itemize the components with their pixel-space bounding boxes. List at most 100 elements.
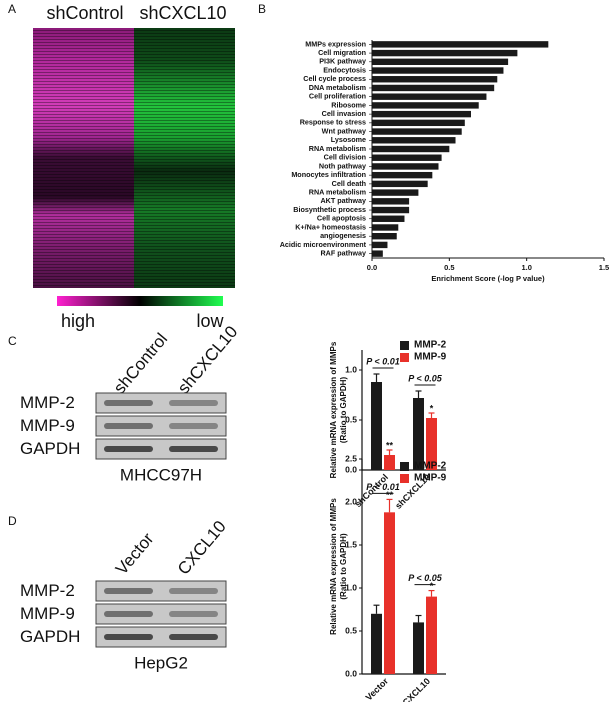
category-label: RNA metabolism <box>309 188 366 197</box>
bar <box>372 224 399 231</box>
bar <box>371 382 382 470</box>
y-tick-label: 1.5 <box>345 539 357 549</box>
bar <box>372 241 388 249</box>
category-label: MMPs expression <box>305 39 366 48</box>
bar <box>372 206 410 214</box>
bar <box>372 180 428 188</box>
bracket-label: P < 0.01 <box>366 356 399 366</box>
bar <box>372 67 504 74</box>
y-tick-label: 0.0 <box>345 668 357 678</box>
lane-label: CXCL10 <box>174 517 230 578</box>
heatmap <box>33 28 235 306</box>
category-label: Biosynthetic process <box>293 205 366 214</box>
category-label: Endocytosis <box>323 65 366 74</box>
lane-label: shCXCL10 <box>174 322 241 397</box>
bar <box>372 76 498 83</box>
row-label: MMP-9 <box>20 416 75 435</box>
blot-band <box>104 400 153 406</box>
category-label: K+/Na+ homeostasis <box>295 222 366 231</box>
bar <box>372 49 518 57</box>
panel-label: D <box>8 514 17 528</box>
category-label: Cell migration <box>318 48 366 57</box>
category-label: PI3K pathway <box>319 57 366 66</box>
blot-band <box>169 400 218 406</box>
cell-line: MHCC97H <box>120 465 202 484</box>
panel-label: B <box>258 2 266 16</box>
category-label: Cell cycle process <box>303 74 366 83</box>
lane-label: shControl <box>110 329 171 397</box>
legend-swatch <box>400 341 409 350</box>
category-label: Response to stress <box>300 118 366 127</box>
bar <box>372 145 450 153</box>
heatmap-rows <box>33 28 235 288</box>
x-tick-label: 0.5 <box>444 263 454 272</box>
bar <box>384 512 395 674</box>
legend-swatch <box>400 353 409 362</box>
y-tick-label: 0.5 <box>345 414 357 424</box>
blot-band <box>104 588 153 594</box>
bar <box>372 198 410 205</box>
blot-strip <box>95 415 227 437</box>
category-label: AKT pathway <box>320 196 366 205</box>
category-label: Cell division <box>324 153 366 162</box>
bar <box>372 41 549 48</box>
bracket-label: P < 0.05 <box>408 373 442 383</box>
y-axis-label: (Ratio to GAPDH) <box>339 377 348 444</box>
x-tick-label: Vector <box>364 676 391 702</box>
legend-swatch <box>400 462 409 471</box>
x-axis-label: Enrichment Score (-log P value) <box>431 274 545 283</box>
legend-label: MMP-9 <box>414 352 447 363</box>
legend-label: MMP-2 <box>414 461 447 472</box>
blot-band <box>169 634 218 640</box>
bar <box>372 119 465 127</box>
category-label: DNA metabolism <box>309 83 366 92</box>
bar <box>372 128 462 135</box>
bar <box>372 137 456 144</box>
bar <box>372 163 439 170</box>
category-label: Lysosome <box>331 135 366 144</box>
scale-label: low <box>196 311 224 331</box>
blot-strip <box>95 392 227 414</box>
y-tick-label: 2.5 <box>345 453 357 463</box>
bar <box>372 84 495 92</box>
legend-swatch <box>400 474 409 483</box>
column-label: shCXCL10 <box>139 3 226 23</box>
x-tick-label: 1.0 <box>521 263 531 272</box>
bar <box>384 455 395 470</box>
bar <box>413 398 424 470</box>
bar <box>372 110 471 118</box>
significance-stars: ** <box>386 490 394 500</box>
y-tick-label: 1.0 <box>345 582 357 592</box>
bar <box>426 596 437 674</box>
blot-strip <box>95 626 227 648</box>
legend-label: MMP-2 <box>414 340 447 351</box>
panel-label: C <box>8 334 17 348</box>
blot-band <box>169 611 218 617</box>
y-axis-label: Relative mRNA expression of MMPs <box>329 498 338 635</box>
significance-stars: * <box>430 581 434 591</box>
bar <box>372 250 383 257</box>
panel-label: A <box>8 2 16 16</box>
blot-strip <box>95 580 227 602</box>
category-label: Wnt pathway <box>322 126 366 135</box>
bar <box>372 189 419 196</box>
category-label: Cell apoptosis <box>317 214 366 223</box>
blot-strip <box>95 603 227 625</box>
category-label: Acidic microenvironment <box>280 240 367 249</box>
bracket-label: P < 0.01 <box>366 482 399 492</box>
blot-band <box>169 588 218 594</box>
x-tick-label: CXCL10 <box>401 676 432 702</box>
significance-stars: * <box>430 403 434 413</box>
row-label: GAPDH <box>20 439 80 458</box>
bar <box>372 154 442 161</box>
category-label: Cell death <box>332 179 366 188</box>
category-label: Noth pathway <box>319 161 366 170</box>
lane-label: Vector <box>112 529 158 578</box>
x-tick-label: 0.0 <box>367 263 377 272</box>
bar <box>426 418 437 470</box>
bar <box>372 93 487 100</box>
y-axis-label: Relative mRNA expression of MMPs <box>329 341 338 478</box>
cell-line: HepG2 <box>134 653 188 672</box>
bar <box>372 58 509 65</box>
